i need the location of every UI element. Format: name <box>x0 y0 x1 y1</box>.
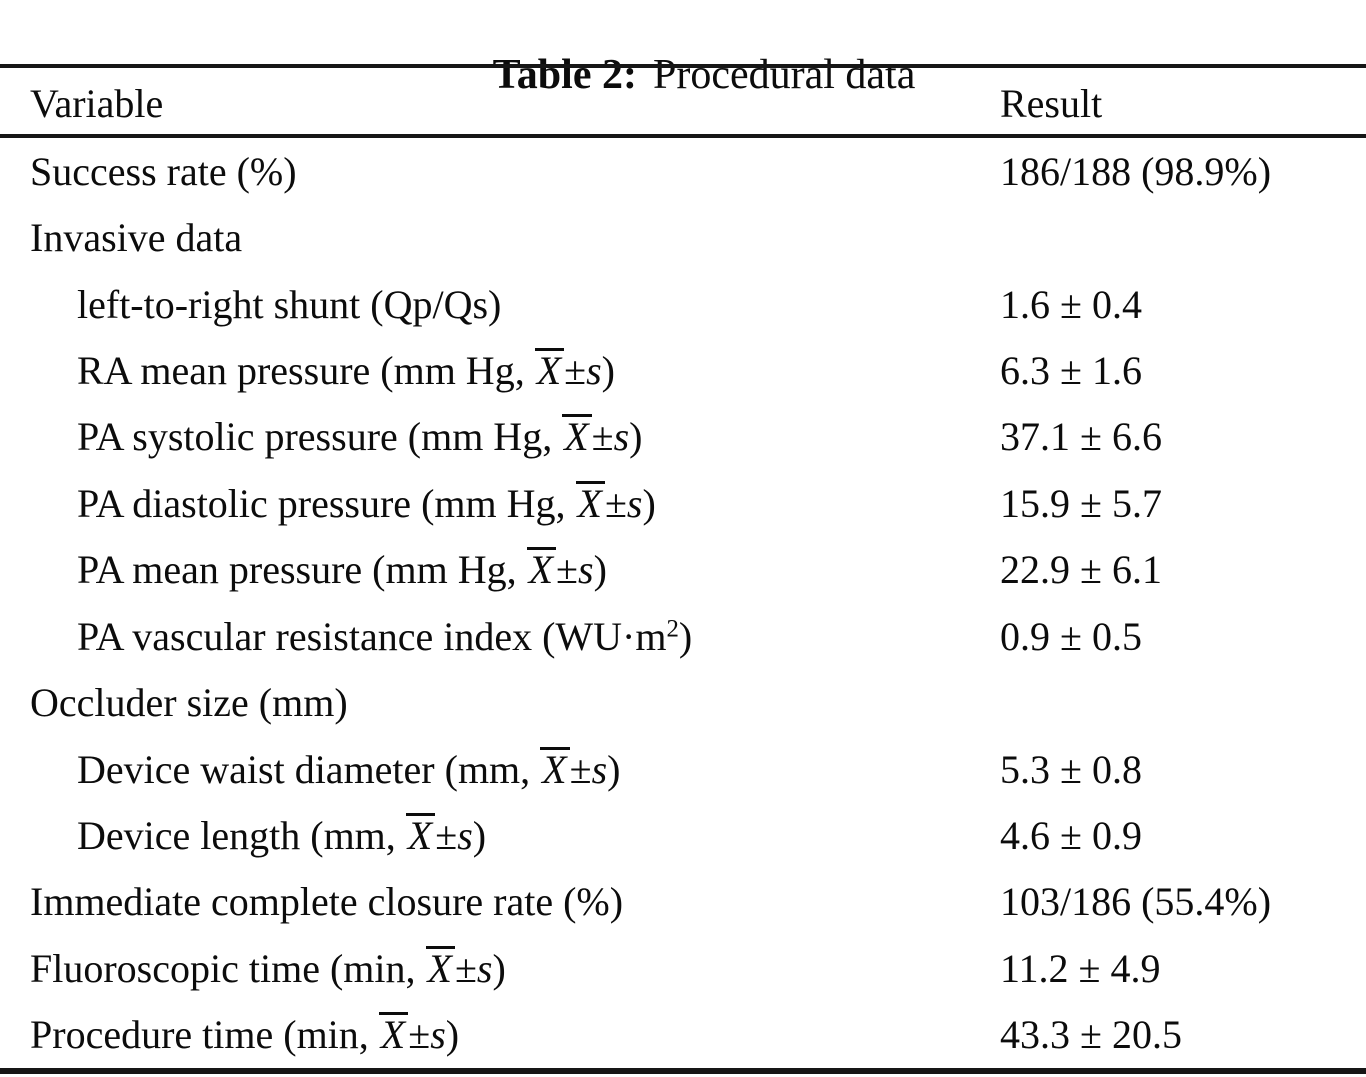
rule-bottom <box>0 1068 1366 1074</box>
table-row: Procedure time (min, X±s) 43.3 ± 20.5 <box>0 1001 1366 1067</box>
table-row: PA systolic pressure (mm Hg, X±s) 37.1 ± … <box>0 404 1366 470</box>
variable-cell: Device waist diameter (mm, X±s) <box>77 746 621 792</box>
variable-cell: Procedure time (min, X±s) <box>30 1012 460 1058</box>
result-cell: 6.3 ± 1.6 <box>1000 347 1142 393</box>
variable-cell: PA systolic pressure (mm Hg, X±s) <box>77 414 643 460</box>
result-cell: 5.3 ± 0.8 <box>1000 746 1142 792</box>
result-cell: 22.9 ± 6.1 <box>1000 547 1162 593</box>
table-row: Success rate (%) 186/188 (98.9%) <box>0 138 1366 204</box>
sd-symbol: s <box>457 812 473 858</box>
table-row: Immediate complete closure rate (%) 103/1… <box>0 869 1366 935</box>
xbar-symbol: X <box>526 547 557 590</box>
table-row: Device waist diameter (mm, X±s) 5.3 ± 0.8 <box>0 736 1366 802</box>
table-row: PA mean pressure (mm Hg, X±s) 22.9 ± 6.1 <box>0 537 1366 603</box>
table-row: Occluder size (mm) <box>0 669 1366 735</box>
table-row: PA vascular resistance index (WU·m2) 0.9 … <box>0 603 1366 669</box>
sd-symbol: s <box>577 547 594 593</box>
column-header-variable: Variable <box>30 81 164 126</box>
table-caption-number: Table 2: <box>492 52 637 98</box>
variable-cell: PA mean pressure (mm Hg, X±s) <box>77 547 607 593</box>
table-row: RA mean pressure (mm Hg, X±s) 6.3 ± 1.6 <box>0 337 1366 403</box>
result-cell: 11.2 ± 4.9 <box>1000 945 1161 991</box>
rule-top <box>0 64 1366 68</box>
result-cell: 37.1 ± 6.6 <box>1000 414 1162 460</box>
result-cell: 15.9 ± 5.7 <box>1000 480 1162 526</box>
result-cell: 0.9 ± 0.5 <box>1000 613 1142 659</box>
variable-cell: PA vascular resistance index (WU·m2) <box>77 613 693 659</box>
xbar-symbol: X <box>425 945 455 988</box>
table-header-row: Variable Result <box>0 68 1366 134</box>
xbar-symbol: X <box>575 480 605 523</box>
variable-cell: RA mean pressure (mm Hg, X±s) <box>77 347 615 393</box>
table-caption-text: Procedural data <box>652 52 916 98</box>
variable-cell: Device length (mm, X±s) <box>77 812 487 858</box>
xbar-symbol: X <box>378 1012 409 1055</box>
sd-symbol: s <box>586 347 602 393</box>
table-caption: Table 2: Procedural data <box>0 3 1366 147</box>
xbar-symbol: X <box>405 812 436 855</box>
table-body: Success rate (%) 186/188 (98.9%) Invasive … <box>0 138 1366 1068</box>
table-row: Fluoroscopic time (min, X±s) 11.2 ± 4.9 <box>0 935 1366 1001</box>
table-row: left-to-right shunt (Qp/Qs) 1.6 ± 0.4 <box>0 271 1366 337</box>
sd-symbol: s <box>591 746 608 792</box>
table-row: Invasive data <box>0 204 1366 270</box>
variable-cell: PA diastolic pressure (mm Hg, X±s) <box>77 480 656 526</box>
variable-cell: left-to-right shunt (Qp/Qs) <box>77 281 502 327</box>
sd-symbol: s <box>626 480 643 526</box>
table-row: Device length (mm, X±s) 4.6 ± 0.9 <box>0 802 1366 868</box>
result-cell: 1.6 ± 0.4 <box>1000 281 1142 327</box>
variable-cell: Success rate (%) <box>30 148 297 194</box>
result-cell: 103/186 (55.4%) <box>1000 879 1272 925</box>
xbar-symbol: X <box>534 347 565 390</box>
sd-symbol: s <box>430 1012 446 1058</box>
variable-cell: Invasive data <box>30 215 243 261</box>
superscript-two: 2 <box>666 615 679 643</box>
result-cell: 4.6 ± 0.9 <box>1000 812 1142 858</box>
variable-cell: Fluoroscopic time (min, X±s) <box>30 945 506 991</box>
rule-below-header <box>0 134 1366 138</box>
variable-cell: Immediate complete closure rate (%) <box>30 879 624 925</box>
sd-symbol: s <box>476 945 493 991</box>
table-row: PA diastolic pressure (mm Hg, X±s) 15.9 ±… <box>0 470 1366 536</box>
xbar-symbol: X <box>562 414 592 457</box>
sd-symbol: s <box>613 414 630 460</box>
result-cell: 186/188 (98.9%) <box>1000 148 1272 194</box>
xbar-symbol: X <box>540 746 570 789</box>
result-cell: 43.3 ± 20.5 <box>1000 1012 1182 1058</box>
variable-cell: Occluder size (mm) <box>30 680 348 726</box>
column-header-result: Result <box>1000 81 1103 126</box>
